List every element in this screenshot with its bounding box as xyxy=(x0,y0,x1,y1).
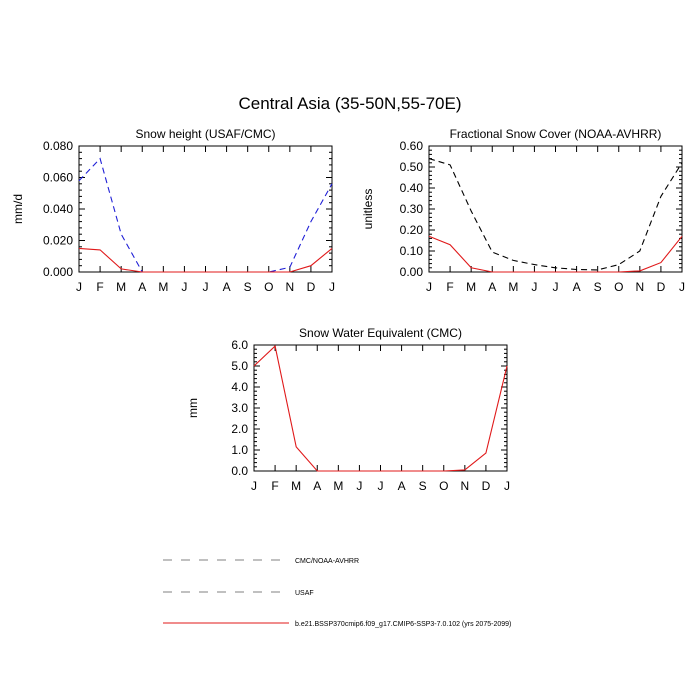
x-tick-label: J xyxy=(553,280,559,294)
y-axis-label: mm/d xyxy=(11,194,25,224)
x-tick-label: M xyxy=(333,479,343,493)
y-tick-label: 0.00 xyxy=(400,265,424,279)
x-tick-label: J xyxy=(531,280,537,294)
x-tick-label: N xyxy=(285,280,294,294)
x-tick-label: J xyxy=(378,479,384,493)
panel-title: Snow Water Equivalent (CMC) xyxy=(299,326,462,340)
x-tick-label: D xyxy=(482,479,491,493)
x-tick-label: M xyxy=(466,280,476,294)
legend-item-label: b.e21.BSSP370cmip6.f09_g17.CMIP6-SSP3-7.… xyxy=(295,621,511,628)
x-tick-label: M xyxy=(158,280,168,294)
y-tick-label: 0.10 xyxy=(400,244,424,258)
x-tick-label: J xyxy=(329,280,335,294)
x-tick-label: F xyxy=(96,280,103,294)
x-tick-label: J xyxy=(504,479,510,493)
legend: CMC/NOAA-AVHRR USAF b.e21.BSSP370cmip6.f09… xyxy=(163,558,511,628)
y-tick-label: 2.0 xyxy=(231,422,248,436)
x-tick-label: F xyxy=(446,280,453,294)
x-tick-label: F xyxy=(271,479,278,493)
x-tick-label: M xyxy=(291,479,301,493)
panel-title: Fractional Snow Cover (NOAA-AVHRR) xyxy=(450,127,662,141)
y-tick-label: 0.080 xyxy=(43,139,73,153)
chart-panel-1: Snow height (USAF/CMC) mm/d 0.000 0.020 0.04… xyxy=(11,127,335,294)
x-tick-label: A xyxy=(398,479,406,493)
x-tick-label: S xyxy=(419,479,427,493)
chart-panels: Snow height (USAF/CMC)mm/d0.0000.0200.04… xyxy=(11,127,685,493)
series-line-observed xyxy=(428,158,683,271)
x-tick-label: J xyxy=(181,280,187,294)
y-tick-label: 6.0 xyxy=(231,338,248,352)
legend-item-label: CMC/NOAA-AVHRR xyxy=(295,558,359,565)
x-tick-label: N xyxy=(460,479,469,493)
y-tick-label: 0.020 xyxy=(43,234,73,248)
x-tick-label: S xyxy=(594,280,602,294)
y-tick-label: 0.30 xyxy=(400,202,424,216)
page-title: Central Asia (35-50N,55-70E) xyxy=(238,94,462,113)
y-tick-label: 0.0 xyxy=(231,464,248,478)
x-tick-label: A xyxy=(488,280,496,294)
x-tick-label: D xyxy=(307,280,316,294)
y-tick-label: 0.060 xyxy=(43,171,73,185)
x-tick-label: O xyxy=(264,280,273,294)
x-tick-label: A xyxy=(573,280,581,294)
x-tick-label: J xyxy=(679,280,685,294)
x-tick-label: A xyxy=(313,479,321,493)
y-tick-label: 0.20 xyxy=(400,223,424,237)
y-tick-label: 4.0 xyxy=(231,380,248,394)
x-tick-label: D xyxy=(657,280,666,294)
y-axis-label: mm xyxy=(186,398,200,418)
x-tick-label: J xyxy=(426,280,432,294)
x-tick-label: J xyxy=(356,479,362,493)
x-tick-label: J xyxy=(251,479,257,493)
x-tick-label: S xyxy=(244,280,252,294)
y-tick-label: 0.000 xyxy=(43,265,73,279)
x-tick-label: O xyxy=(439,479,448,493)
x-tick-label: M xyxy=(508,280,518,294)
y-tick-label: 0.40 xyxy=(400,181,424,195)
series-line-model xyxy=(253,345,508,472)
y-tick-label: 0.60 xyxy=(400,139,424,153)
chart-panel-2: Fractional Snow Cover (NOAA-AVHRR) unitle… xyxy=(361,127,685,294)
plot-frame xyxy=(78,145,333,273)
plot-frame xyxy=(253,344,508,472)
x-tick-label: N xyxy=(635,280,644,294)
y-tick-label: 0.50 xyxy=(400,160,424,174)
x-tick-label: O xyxy=(614,280,623,294)
x-tick-label: A xyxy=(223,280,231,294)
y-tick-label: 1.0 xyxy=(231,443,248,457)
y-axis-label: unitless xyxy=(361,189,375,230)
chart-panel-3: Snow Water Equivalent (CMC) mm 0.0 1.0 2.0 3.… xyxy=(186,326,510,493)
y-tick-label: 3.0 xyxy=(231,401,248,415)
plot-frame xyxy=(428,145,683,273)
series-line-observed xyxy=(78,157,333,273)
panel-title: Snow height (USAF/CMC) xyxy=(135,127,275,141)
series-line-model xyxy=(428,235,683,273)
legend-item-label: USAF xyxy=(295,590,314,597)
y-tick-label: 5.0 xyxy=(231,359,248,373)
series-line-model xyxy=(78,247,333,273)
x-tick-label: A xyxy=(138,280,146,294)
x-tick-label: J xyxy=(76,280,82,294)
x-tick-label: M xyxy=(116,280,126,294)
x-tick-label: J xyxy=(203,280,209,294)
y-tick-label: 0.040 xyxy=(43,202,73,216)
